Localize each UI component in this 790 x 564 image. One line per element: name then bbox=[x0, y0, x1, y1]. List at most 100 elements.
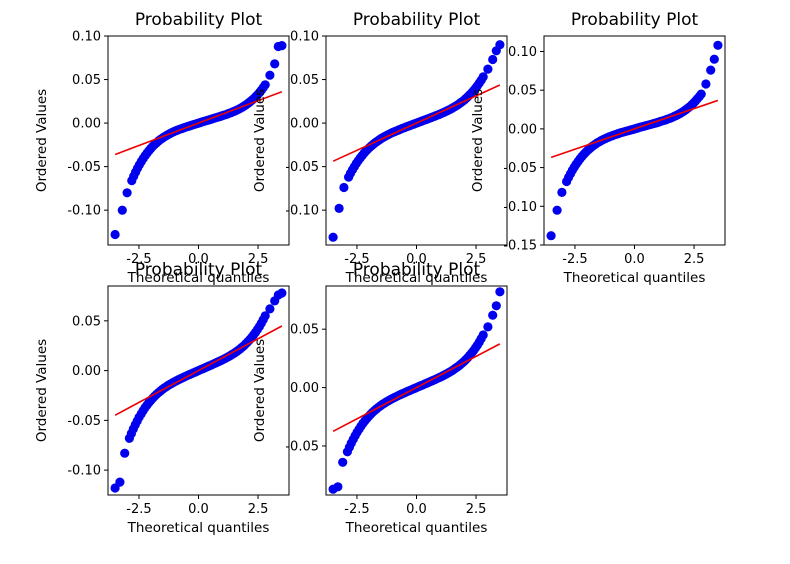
x-tick-label: 0.0 bbox=[406, 502, 427, 517]
y-tick-label: 0.05 bbox=[290, 323, 319, 338]
chart-title: Probability Plot bbox=[353, 10, 481, 30]
y-tick-label: 0.00 bbox=[290, 117, 319, 132]
data-point bbox=[483, 64, 493, 74]
x-tick-label: 0.0 bbox=[188, 252, 209, 267]
data-point bbox=[265, 70, 275, 80]
y-tick-label: -0.05 bbox=[67, 160, 101, 175]
data-points bbox=[328, 287, 505, 494]
data-point bbox=[270, 59, 280, 69]
y-tick-label: 0.10 bbox=[508, 45, 537, 60]
x-tick-label: -2.5 bbox=[344, 502, 369, 517]
y-tick-label: -0.10 bbox=[285, 204, 319, 219]
data-point bbox=[260, 311, 270, 321]
y-tick-label: -0.05 bbox=[285, 439, 319, 454]
data-point bbox=[557, 187, 567, 197]
chart-title: Probability Plot bbox=[135, 10, 263, 30]
y-axis-label: Ordered Values bbox=[252, 89, 268, 192]
y-tick-label: -0.05 bbox=[285, 160, 319, 175]
data-point bbox=[115, 477, 125, 487]
chart-title: Probability Plot bbox=[353, 260, 481, 280]
data-point bbox=[478, 72, 488, 82]
data-point bbox=[709, 54, 719, 64]
data-point bbox=[277, 288, 287, 298]
data-point bbox=[696, 89, 706, 99]
axes-frame bbox=[543, 35, 726, 246]
data-point bbox=[120, 448, 130, 458]
data-point bbox=[260, 80, 270, 90]
subplot-3: -2.5 0.0 2.5 -0.15 -0.10 -0.05 0.00 0.05 0.10 Pro… bbox=[470, 10, 726, 286]
data-point bbox=[333, 482, 343, 492]
y-tick-label: 0.05 bbox=[508, 84, 537, 99]
y-tick-label: -0.10 bbox=[503, 200, 537, 215]
x-tick-label: 2.5 bbox=[248, 252, 269, 267]
y-tick-label: 0.10 bbox=[72, 30, 101, 45]
data-point bbox=[277, 41, 287, 51]
y-tick-label: 0.00 bbox=[508, 122, 537, 137]
data-points bbox=[546, 40, 723, 241]
data-point bbox=[488, 310, 498, 320]
x-tick-label: -2.5 bbox=[562, 252, 587, 267]
x-tick-label: 0.0 bbox=[188, 502, 209, 517]
y-tick-label: 0.05 bbox=[290, 73, 319, 88]
x-tick-label: 2.5 bbox=[466, 502, 487, 517]
y-tick-label: -0.10 bbox=[67, 464, 101, 479]
y-axis-label: Ordered Values bbox=[252, 339, 268, 442]
data-point bbox=[488, 54, 498, 65]
data-point bbox=[491, 301, 501, 311]
y-tick-label: -0.15 bbox=[503, 239, 537, 254]
y-tick-label: -0.05 bbox=[503, 161, 537, 176]
y-axis-label: Ordered Values bbox=[34, 89, 50, 192]
data-point bbox=[495, 287, 505, 297]
x-tick-label: 2.5 bbox=[248, 502, 269, 517]
fit-line bbox=[332, 343, 501, 433]
fit-line bbox=[114, 325, 283, 416]
data-point bbox=[552, 205, 562, 215]
x-tick-label: 0.0 bbox=[406, 252, 427, 267]
fit-line bbox=[332, 84, 501, 162]
chart-title: Probability Plot bbox=[135, 260, 263, 280]
y-axis-label: Ordered Values bbox=[34, 339, 50, 442]
x-tick-label: 2.5 bbox=[466, 252, 487, 267]
x-axis-label: Theoretical quantiles bbox=[127, 520, 270, 536]
x-axis-label: Theoretical quantiles bbox=[345, 520, 488, 536]
subplot-1: -2.5 0.0 2.5 -0.10 -0.05 0.00 0.05 0.10 Probabil… bbox=[34, 10, 290, 286]
x-axis-label: Theoretical quantiles bbox=[563, 270, 706, 286]
fit-line bbox=[550, 99, 719, 159]
x-tick-label: -2.5 bbox=[126, 502, 151, 517]
subplot-4: -2.5 0.0 2.5 -0.10 -0.05 0.00 0.05 Probability … bbox=[34, 260, 290, 536]
y-axis-label: Ordered Values bbox=[470, 89, 486, 192]
data-point bbox=[713, 40, 723, 50]
data-point bbox=[483, 322, 493, 332]
data-point bbox=[117, 205, 127, 215]
x-axis-label: Theoretical quantiles bbox=[345, 270, 488, 286]
x-tick-label: -2.5 bbox=[126, 252, 151, 267]
x-tick-label: 2.5 bbox=[684, 252, 705, 267]
x-axis-label: Theoretical quantiles bbox=[127, 270, 270, 286]
data-point bbox=[334, 203, 344, 213]
y-tick-label: -0.05 bbox=[67, 414, 101, 429]
chart-title: Probability Plot bbox=[571, 10, 699, 30]
data-point bbox=[339, 182, 349, 193]
x-tick-label: -2.5 bbox=[344, 252, 369, 267]
y-tick-label: 0.05 bbox=[72, 314, 101, 329]
y-tick-label: 0.00 bbox=[72, 117, 101, 132]
x-tick-label: 0.0 bbox=[624, 252, 645, 267]
subplot-2: -2.5 0.0 2.5 -0.10 -0.05 0.00 0.05 0.10 Probabil… bbox=[252, 10, 508, 286]
data-point bbox=[265, 304, 275, 314]
data-point bbox=[701, 79, 711, 89]
y-tick-label: 0.10 bbox=[290, 30, 319, 45]
data-point bbox=[495, 40, 505, 50]
data-point bbox=[338, 457, 348, 467]
data-point bbox=[110, 229, 120, 240]
y-tick-label: -0.10 bbox=[67, 204, 101, 219]
y-tick-label: 0.00 bbox=[72, 364, 101, 379]
data-point bbox=[328, 232, 338, 242]
data-point bbox=[478, 330, 488, 340]
y-tick-label: 0.00 bbox=[290, 381, 319, 396]
data-point bbox=[122, 188, 132, 198]
data-point bbox=[706, 65, 716, 75]
fit-line bbox=[114, 90, 283, 156]
y-tick-label: 0.05 bbox=[72, 73, 101, 88]
